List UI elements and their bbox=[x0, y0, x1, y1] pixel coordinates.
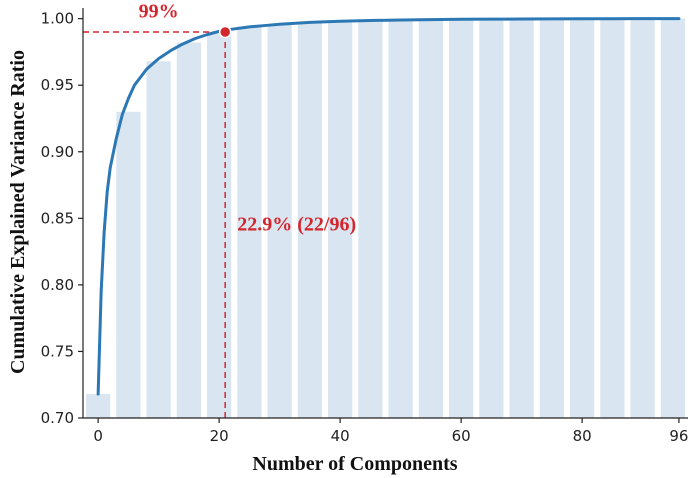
annotations: 99% 22.9% (22/96) bbox=[139, 1, 357, 236]
y-ticks: 0.70 0.75 0.80 0.85 0.90 0.95 1.00 bbox=[41, 10, 83, 427]
bar bbox=[539, 18, 564, 418]
bar bbox=[660, 18, 685, 419]
bar bbox=[176, 42, 201, 419]
curve-group bbox=[96, 17, 681, 396]
bar bbox=[86, 394, 111, 418]
bar bbox=[449, 19, 474, 419]
y-tick-label: 0.75 bbox=[41, 342, 74, 360]
y-tick-label: 1.00 bbox=[41, 10, 74, 28]
bar bbox=[509, 19, 534, 419]
x-tick-label: 40 bbox=[331, 427, 350, 445]
bar bbox=[297, 22, 322, 418]
bar bbox=[418, 19, 443, 419]
bar bbox=[570, 18, 595, 419]
y-tick-label: 0.70 bbox=[41, 409, 74, 427]
y-tick-label: 0.85 bbox=[41, 209, 74, 227]
x-axis-title: Number of Components bbox=[252, 453, 457, 475]
axes bbox=[82, 8, 688, 419]
annotation-label: 99% bbox=[139, 1, 179, 23]
x-tick-label: 20 bbox=[210, 427, 229, 445]
bar bbox=[600, 18, 625, 419]
bar bbox=[146, 61, 171, 418]
bar bbox=[479, 19, 504, 419]
bar bbox=[267, 23, 292, 418]
y-tick-label: 0.80 bbox=[41, 276, 74, 294]
threshold-point bbox=[218, 25, 232, 39]
bar bbox=[328, 21, 353, 419]
annotation-label: 22.9% (22/96) bbox=[237, 214, 356, 236]
x-tick-label: 80 bbox=[573, 427, 592, 445]
bar bbox=[358, 20, 383, 419]
x-ticks: 0 20 40 60 80 96 bbox=[93, 418, 688, 445]
bar bbox=[237, 26, 262, 418]
threshold-lines bbox=[83, 31, 226, 418]
y-tick-label: 0.95 bbox=[41, 76, 74, 94]
y-axis-title: Cumulative Explained Variance Ratio bbox=[7, 50, 29, 374]
bar bbox=[630, 18, 655, 419]
x-tick-label: 96 bbox=[669, 427, 688, 445]
bar-group bbox=[86, 18, 685, 419]
bar bbox=[388, 19, 413, 418]
x-tick-label: 60 bbox=[452, 427, 471, 445]
bar bbox=[207, 31, 232, 419]
bar bbox=[116, 111, 141, 418]
x-tick-label: 0 bbox=[93, 427, 103, 445]
y-tick-label: 0.90 bbox=[41, 143, 74, 161]
